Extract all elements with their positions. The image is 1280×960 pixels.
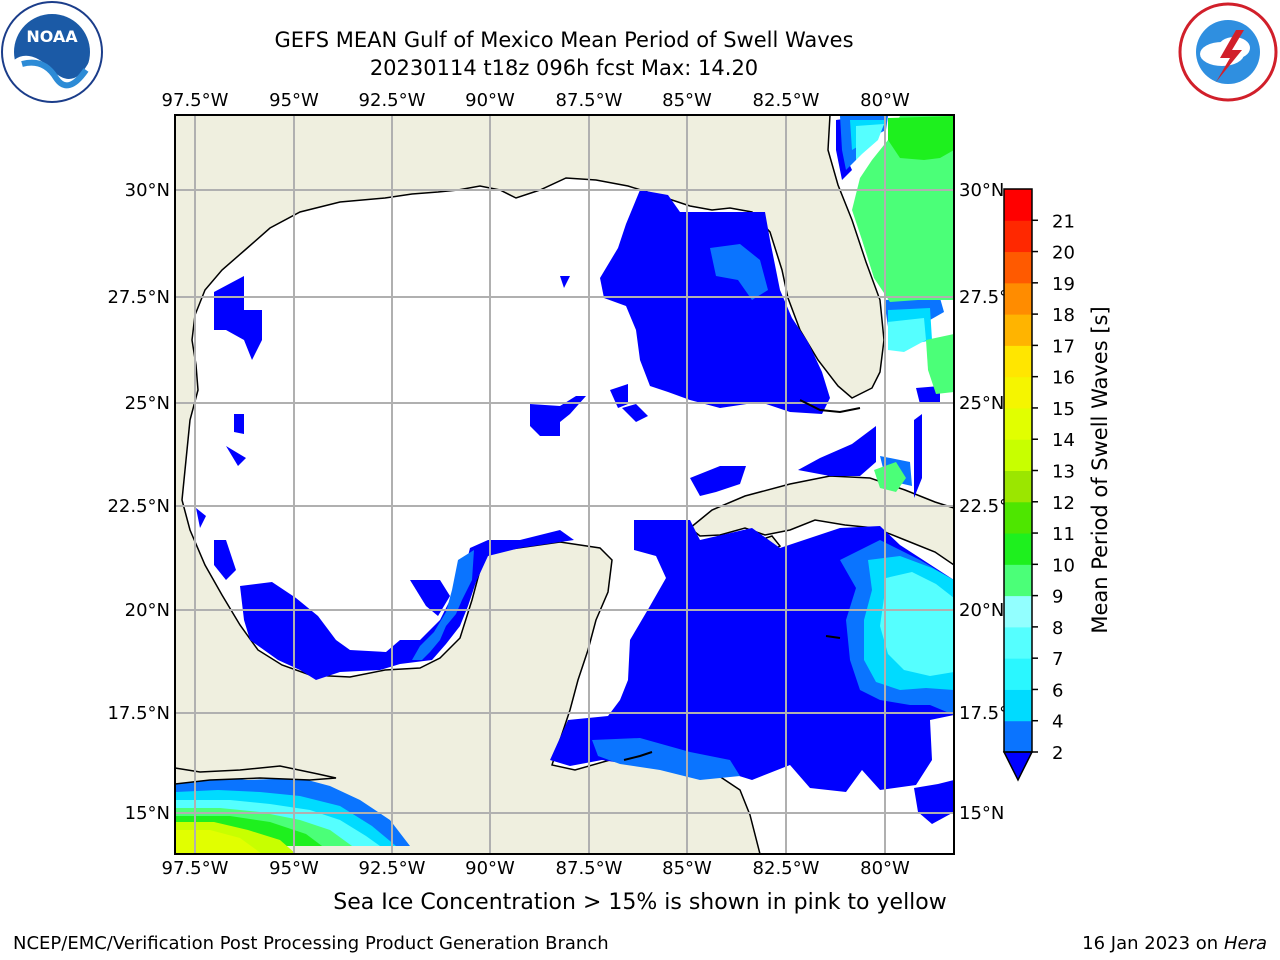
colorbar-label: Mean Period of Swell Waves [s] — [1088, 306, 1112, 633]
lat-label-left: 30°N — [125, 180, 170, 201]
colorbar-segment — [1004, 220, 1032, 253]
lat-label-left: 20°N — [125, 600, 170, 621]
lat-label-right: 15°N — [959, 803, 1004, 824]
lat-labels: 30°N 27.5°N 25°N 22.5°N 20°N 17.5°N 15°N… — [107, 180, 1021, 824]
footer-right: 16 Jan 2023 on Hera — [1082, 933, 1267, 954]
colorbar-tick-label: 17 — [1052, 336, 1075, 357]
lon-label-top: 87.5°W — [556, 90, 623, 111]
colorbar-tick-label: 11 — [1052, 524, 1075, 545]
noaa-logo: NOAA — [0, 0, 104, 104]
lat-label-left: 15°N — [125, 803, 170, 824]
colorbar-tick-label: 20 — [1052, 243, 1075, 264]
lon-label-bottom: 80°W — [860, 858, 910, 879]
lat-label-left: 17.5°N — [107, 703, 170, 724]
colorbar-segment — [1004, 282, 1032, 315]
footer-host: Hera — [1223, 933, 1267, 954]
lon-label-bottom: 85°W — [662, 858, 712, 879]
colorbar-tick-label: 18 — [1052, 305, 1075, 326]
lon-label-bottom: 82.5°W — [753, 858, 820, 879]
footer-left: NCEP/EMC/Verification Post Processing Pr… — [13, 933, 609, 954]
lat-label-left: 27.5°N — [107, 287, 170, 308]
lon-label-top: 95°W — [269, 90, 319, 111]
nws-logo — [1176, 0, 1280, 104]
graticule — [175, 115, 954, 854]
colorbar-tick-label: 13 — [1052, 462, 1075, 483]
colorbar-tick-label: 10 — [1052, 555, 1075, 576]
sea-ice-caption: Sea Ice Concentration > 15% is shown in … — [333, 890, 947, 915]
lon-labels: 97.5°W 95°W 92.5°W 90°W 87.5°W 85°W 82.5… — [162, 90, 910, 879]
keys-islands — [623, 399, 861, 761]
colorbar-segment — [1004, 533, 1032, 565]
colorbar-tick-label: 4 — [1052, 712, 1063, 733]
lat-label-left: 25°N — [125, 393, 170, 414]
colorbar-segment — [1004, 407, 1032, 440]
lat-label-right: 25°N — [959, 393, 1004, 414]
colorbar-tick-label: 6 — [1052, 680, 1063, 701]
lon-label-bottom: 87.5°W — [556, 858, 623, 879]
colorbar-segment — [1004, 345, 1032, 378]
colorbar-tick-label: 12 — [1052, 493, 1075, 514]
lon-label-top: 97.5°W — [162, 90, 229, 111]
colorbar-segment — [1004, 439, 1032, 471]
lon-label-bottom: 95°W — [269, 858, 319, 879]
colorbar-segment — [1004, 501, 1032, 534]
chart-title: GEFS MEAN Gulf of Mexico Mean Period of … — [274, 28, 854, 52]
colorbar-tick-label: 9 — [1052, 587, 1063, 608]
lon-label-top: 82.5°W — [753, 90, 820, 111]
colorbar-tick-label: 7 — [1052, 649, 1063, 670]
lon-label-top: 90°W — [465, 90, 515, 111]
land-central-america — [175, 765, 337, 785]
colorbar-tick-label: 19 — [1052, 274, 1075, 295]
colorbar-tick-label: 14 — [1052, 430, 1075, 451]
colorbar-tick-label: 15 — [1052, 399, 1075, 420]
colorbar-segment — [1004, 314, 1032, 346]
swell-12-14s-fill — [176, 822, 296, 854]
lat-label-right: 20°N — [959, 600, 1004, 621]
colorbar-segment — [1004, 720, 1032, 753]
colorbar-tick-labels: 2 4 6 7 8 9 10 11 12 13 14 15 16 17 18 19 20 21 — [1032, 211, 1075, 764]
colorbar-tick-label: 2 — [1052, 743, 1063, 764]
colorbar-tick-label: 21 — [1052, 211, 1075, 232]
chart-subtitle: 20230114 t18z 096h fcst Max: 14.20 — [369, 56, 759, 80]
colorbar-under-triangle — [1002, 751, 1034, 782]
lon-label-top: 92.5°W — [359, 90, 426, 111]
colorbar-segment — [1004, 470, 1032, 503]
colorbar-segments — [1004, 189, 1032, 753]
lon-label-bottom: 92.5°W — [359, 858, 426, 879]
colorbar-tick-label: 16 — [1052, 368, 1075, 389]
lon-label-bottom: 90°W — [465, 858, 515, 879]
lat-label-left: 22.5°N — [107, 496, 170, 517]
colorbar-tick-label: 8 — [1052, 618, 1063, 639]
colorbar-segment — [1004, 626, 1032, 659]
map-frame — [174, 114, 955, 855]
lon-label-top: 80°W — [860, 90, 910, 111]
colorbar-segment — [1004, 564, 1032, 597]
lat-label-right: 30°N — [959, 180, 1004, 201]
colorbar-segment — [1004, 658, 1032, 690]
footer-date: 16 Jan 2023 on — [1082, 933, 1224, 954]
colorbar-segment — [1004, 595, 1032, 628]
colorbar-segment — [1004, 376, 1032, 409]
colorbar-segment — [1004, 251, 1032, 284]
colorbar: 2 4 6 7 8 9 10 11 12 13 14 15 16 17 18 19 20 21 Mean Peri… — [1002, 188, 1112, 782]
swell-under-2s-fill — [196, 118, 954, 824]
lon-label-top: 85°W — [662, 90, 712, 111]
lon-label-bottom: 97.5°W — [162, 858, 229, 879]
noaa-logo-text: NOAA — [26, 27, 78, 46]
colorbar-segment — [1004, 689, 1032, 722]
colorbar-segment — [1004, 189, 1032, 221]
